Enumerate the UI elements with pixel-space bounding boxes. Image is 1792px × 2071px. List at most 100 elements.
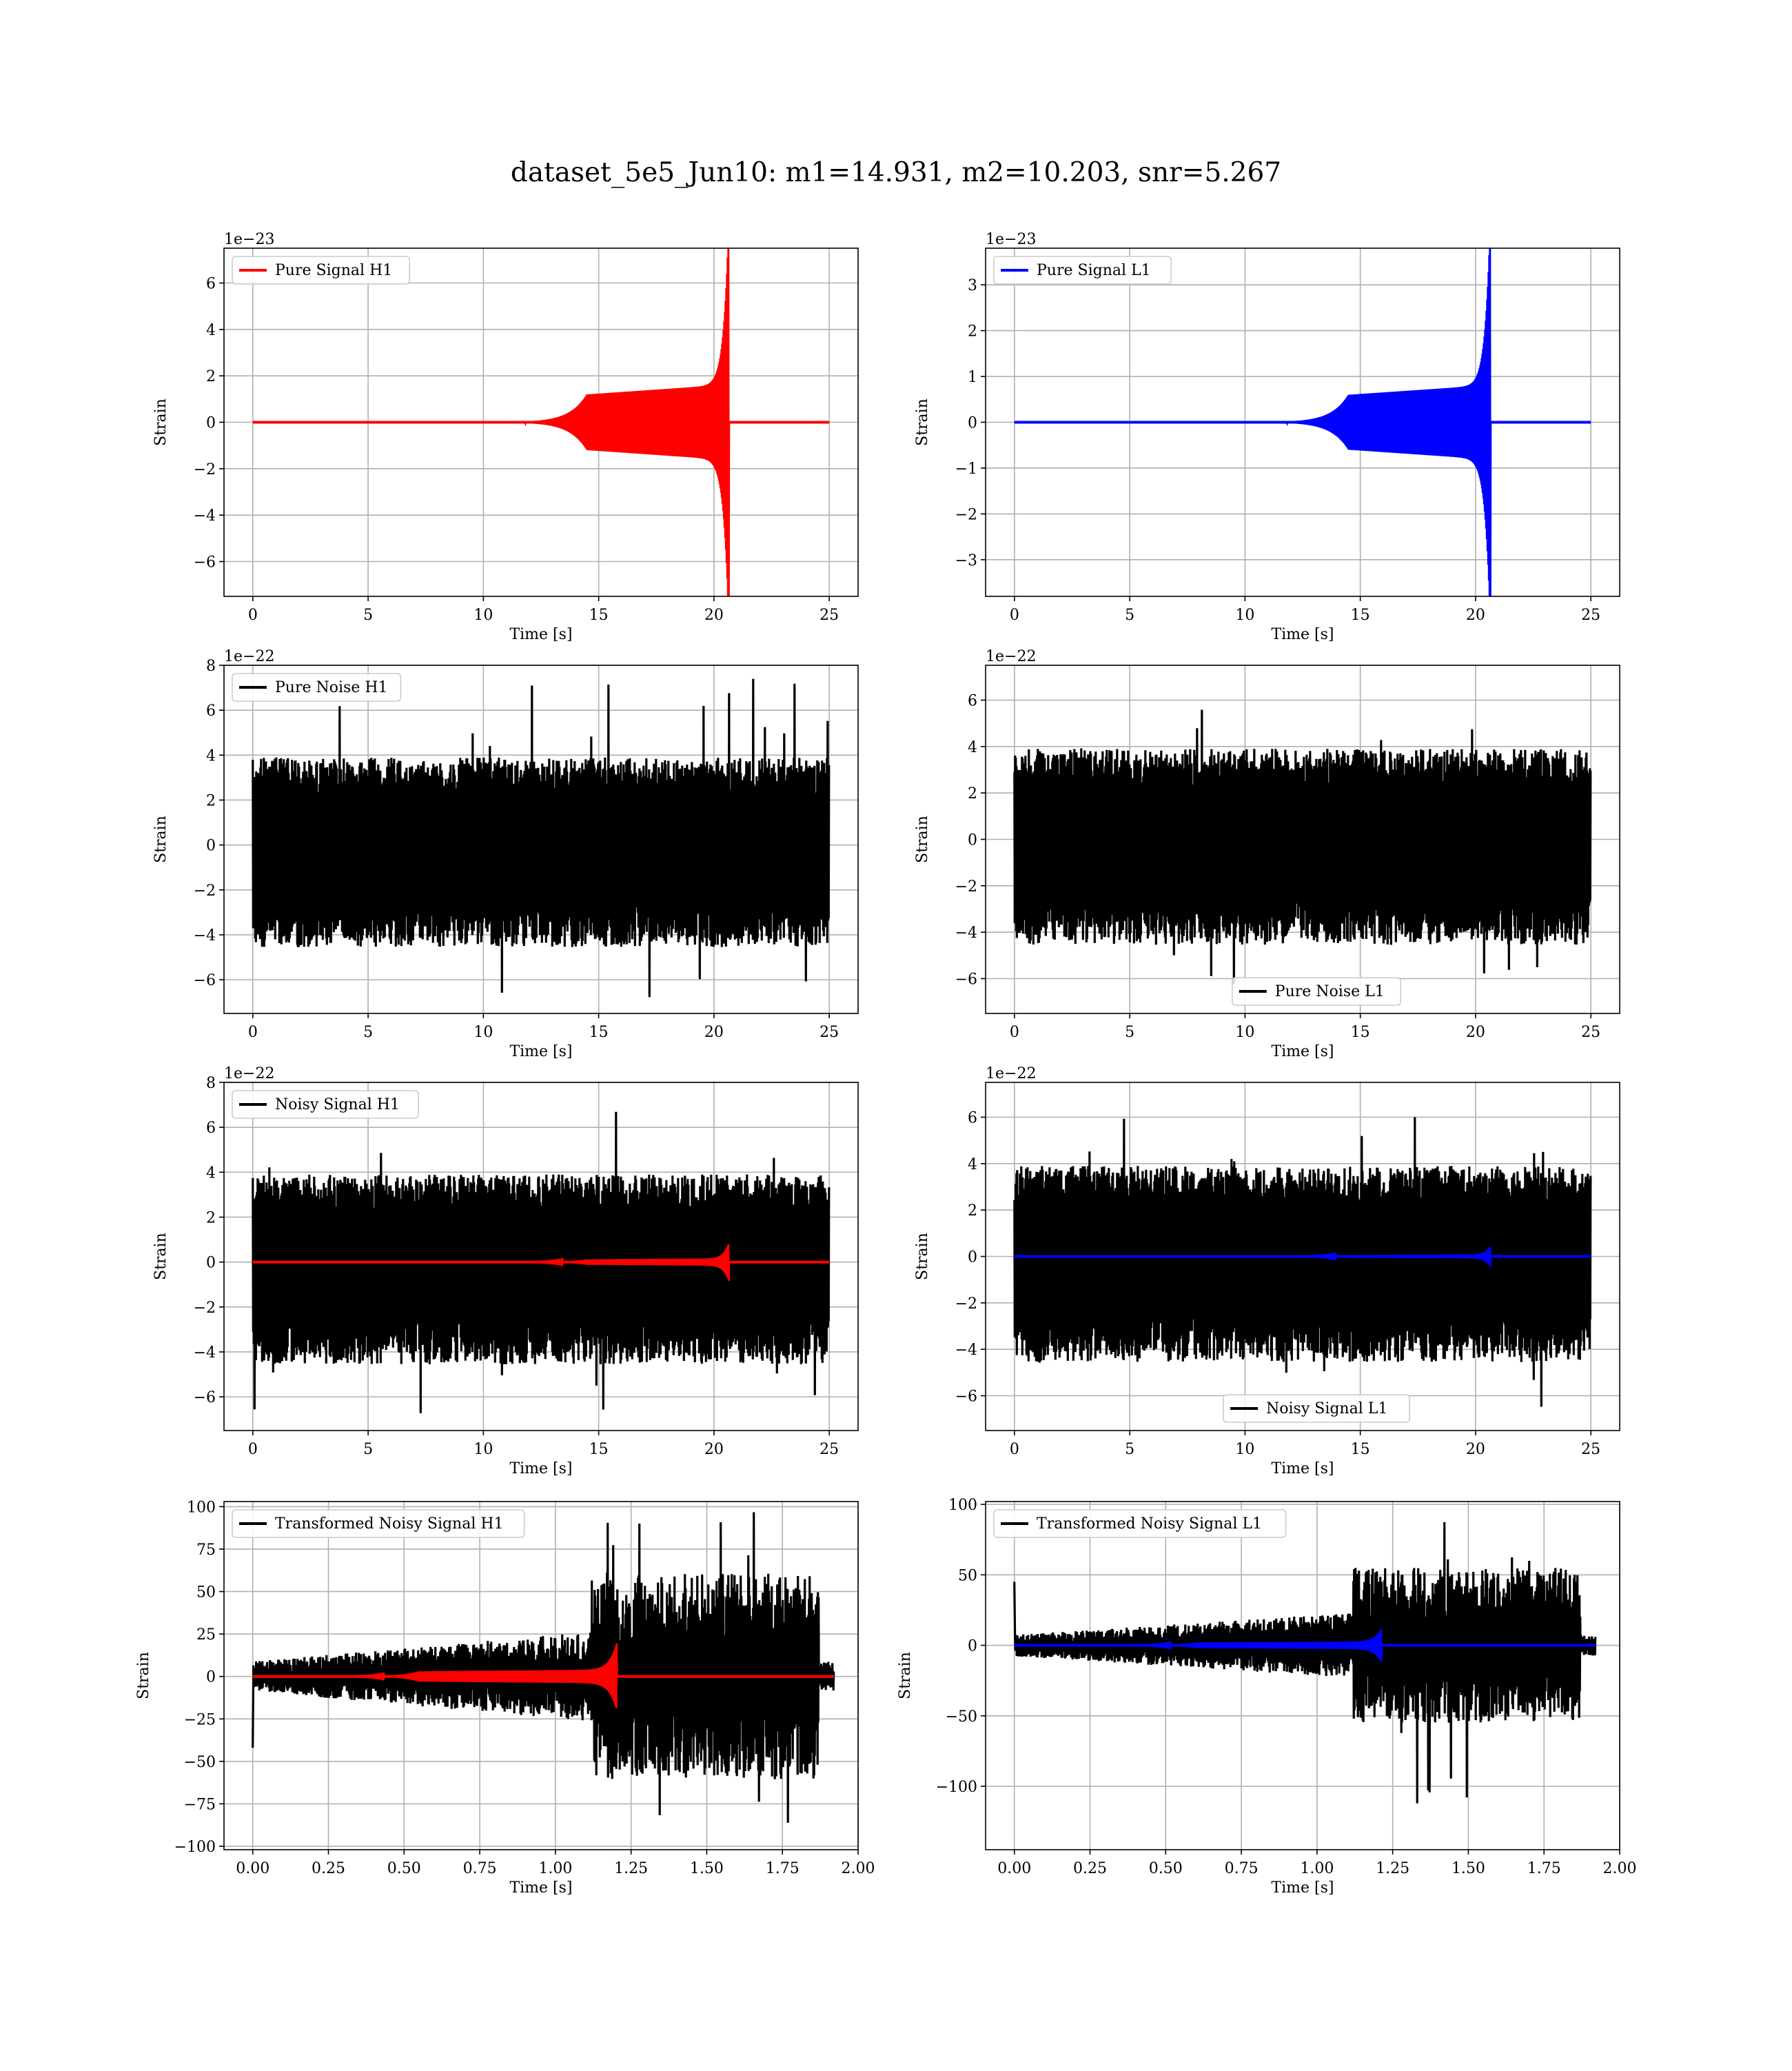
y-tick-label: 8 (206, 1075, 216, 1092)
series-line (1013, 1522, 1597, 1804)
x-tick-label: 10 (474, 1024, 493, 1041)
x-tick-label: 25 (1581, 1441, 1600, 1458)
x-tick-label: 1.50 (1452, 1860, 1485, 1877)
y-tick-label: −6 (194, 554, 216, 572)
x-tick-label: 2.00 (1603, 1860, 1637, 1877)
x-tick-label: 0 (248, 1024, 258, 1041)
y-tick-label: 4 (968, 739, 977, 756)
axes-frame (223, 1082, 859, 1431)
y-tick-label: −1 (955, 461, 977, 478)
y-tick-label: −2 (194, 461, 216, 478)
y-tick-label: 0 (968, 1249, 977, 1266)
y-tick-label: 0 (968, 1638, 977, 1655)
y-tick-label: −4 (194, 507, 216, 525)
y-tick-label: 2 (206, 792, 216, 809)
y-tick-label: −100 (174, 1839, 216, 1856)
y-tick-label: −6 (194, 972, 216, 989)
y-tick-label: 6 (206, 276, 216, 293)
x-tick-label: 10 (474, 1441, 493, 1458)
offset-text: 1e−23 (986, 231, 1036, 248)
y-tick-label: −2 (955, 506, 977, 523)
legend-label: Transformed Noisy Signal H1 (275, 1515, 504, 1533)
offset-text: 1e−22 (224, 1065, 274, 1082)
y-tick-label: 2 (968, 323, 977, 341)
legend-box (232, 1509, 525, 1538)
x-tick-label: 0 (248, 1441, 258, 1458)
x-tick-label: 25 (1581, 1024, 1600, 1041)
series-line (1014, 248, 1591, 596)
x-tick-label: 20 (704, 1024, 724, 1041)
y-tick-label: −2 (955, 878, 977, 896)
legend-label: Pure Signal L1 (1037, 262, 1151, 279)
plot-area (1013, 1522, 1597, 1804)
legend-label: Noisy Signal H1 (275, 1096, 400, 1113)
x-tick-label: 15 (589, 1441, 609, 1458)
panel-third-left: 0 5 10 15 20 25 −6 −4 −2 0 2 4 6 8 Time [s] Strain 1e−22… (152, 1065, 859, 1477)
x-tick-label: 0.00 (997, 1860, 1031, 1877)
panel-top-right: 0 5 10 15 20 25 −3 −2 −1 0 1 2 3 Time [s] Strain 1e−23P… (914, 231, 1620, 643)
x-tick-label: 10 (1235, 607, 1254, 624)
plot-area (252, 678, 831, 998)
x-tick-label: 10 (474, 607, 493, 624)
axes-frame (985, 1501, 1620, 1850)
legend-label: Pure Noise H1 (275, 679, 388, 696)
x-tick-label: 5 (1125, 1024, 1134, 1041)
x-tick-label: 15 (589, 1024, 609, 1041)
x-tick-label: 15 (1351, 1024, 1370, 1041)
y-tick-label: −6 (955, 971, 977, 989)
plot-area (1013, 1117, 1592, 1407)
y-tick-label: −25 (184, 1711, 216, 1728)
x-tick-label: 25 (819, 1024, 839, 1041)
legend-box (232, 256, 411, 285)
y-axis-label: Strain (914, 398, 931, 446)
y-tick-label: 2 (206, 368, 216, 385)
y-tick-label: 4 (206, 747, 216, 765)
y-tick-label: 75 (196, 1542, 216, 1559)
x-tick-label: 0.50 (1149, 1860, 1183, 1877)
x-tick-label: 0.00 (236, 1860, 269, 1877)
legend: Pure Noise L1 (1232, 977, 1402, 1006)
y-axis-label: Strain (914, 1233, 931, 1280)
x-tick-label: 10 (1235, 1441, 1254, 1458)
x-tick-label: 15 (589, 607, 609, 624)
legend-label: Transformed Noisy Signal L1 (1037, 1515, 1262, 1533)
x-tick-label: 5 (363, 607, 373, 624)
x-tick-label: 1.75 (1527, 1860, 1561, 1877)
y-tick-label: −75 (184, 1796, 216, 1813)
axes-frame (223, 665, 859, 1014)
y-axis-label: Strain (135, 1652, 152, 1699)
y-tick-label: 1 (968, 369, 977, 386)
x-tick-label: 10 (1235, 1024, 1254, 1041)
x-tick-label: 0.50 (387, 1860, 421, 1877)
y-tick-label: −100 (936, 1779, 977, 1796)
y-tick-label: 0 (206, 1669, 216, 1686)
legend: Transformed Noisy Signal H1 (232, 1509, 525, 1538)
x-tick-label: 2.00 (842, 1860, 875, 1877)
y-tick-label: 4 (206, 322, 216, 339)
y-tick-label: −6 (955, 1388, 977, 1406)
panel-bottom-right: 0.00 0.25 0.50 0.75 1.00 1.25 1.50 1.75 2.00 −100… (897, 1497, 1636, 1897)
x-tick-label: 0.25 (1073, 1860, 1107, 1877)
x-tick-label: 1.25 (1376, 1860, 1409, 1877)
legend-box (1232, 977, 1402, 1006)
x-tick-label: 20 (1466, 1024, 1485, 1041)
y-tick-label: 6 (206, 703, 216, 720)
series-line (252, 248, 829, 596)
y-tick-label: −50 (946, 1708, 977, 1726)
panel-top-left: 0 5 10 15 20 25 −6 −4 −2 0 2 4 6 Time [s] Strain 1e−23P… (152, 231, 859, 643)
y-tick-label: −50 (184, 1754, 216, 1771)
y-tick-label: −4 (194, 1344, 216, 1362)
x-tick-label: 20 (704, 607, 724, 624)
y-tick-label: 8 (206, 658, 216, 675)
y-axis-label: Strain (914, 816, 931, 863)
series-line (252, 678, 831, 998)
series-line (1013, 1117, 1592, 1407)
y-tick-label: 50 (196, 1584, 216, 1602)
panel-second-left: 0 5 10 15 20 25 −6 −4 −2 0 2 4 6 8 Time [s] Strain 1e−22… (152, 648, 859, 1060)
x-tick-label: 1.50 (690, 1860, 724, 1877)
y-axis-label: Strain (152, 816, 170, 863)
plot-area (252, 1512, 835, 1823)
y-tick-label: −2 (955, 1295, 977, 1313)
legend-box (993, 1509, 1287, 1538)
x-tick-label: 1.00 (538, 1860, 572, 1877)
